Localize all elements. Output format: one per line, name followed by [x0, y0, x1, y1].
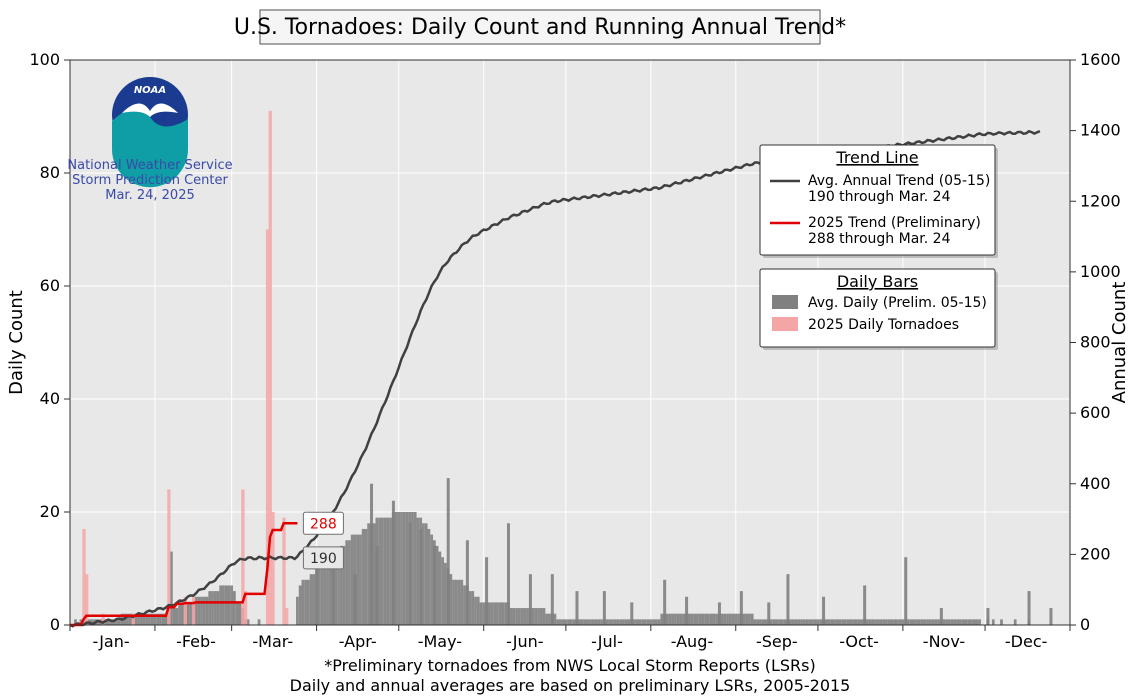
- y-right-tick-label: 600: [1080, 403, 1111, 422]
- y-right-tick-label: 200: [1080, 544, 1111, 563]
- x-tick-label: -Dec-: [1005, 632, 1048, 651]
- y-right-label: Annual Count: [1109, 282, 1130, 404]
- svg-text:NOAA: NOAA: [134, 85, 166, 96]
- x-tick-label: -Jun-: [506, 632, 543, 651]
- y-right-tick-label: 0: [1080, 615, 1090, 634]
- legend-trend-item-sub: 288 through Mar. 24: [808, 231, 951, 247]
- y-right-tick-label: 1400: [1080, 121, 1121, 140]
- logo-caption: Storm Prediction Center: [72, 173, 228, 188]
- legend-bars-title: Daily Bars: [837, 272, 918, 291]
- logo-caption: Mar. 24, 2025: [105, 188, 195, 203]
- chart-container: 288 190 0 20 40 60 80 100 Daily Count 0 200 400 600 8…: [0, 0, 1130, 700]
- y-left-label: Daily Count: [6, 290, 27, 395]
- svg-text:288: 288: [310, 516, 337, 532]
- chart-svg: 288 190 0 20 40 60 80 100 Daily Count 0 200 400 600 8…: [0, 0, 1130, 700]
- legend-trend-title: Trend Line: [835, 148, 918, 167]
- x-tick-label: -Feb-: [176, 632, 216, 651]
- y-right-tick-label: 800: [1080, 333, 1111, 352]
- legend-trend-item: Avg. Annual Trend (05-15): [808, 173, 990, 189]
- x-tick-label: -Apr-: [339, 632, 377, 651]
- logo-caption: National Weather Service: [67, 158, 232, 173]
- legend-trend: Trend Line Avg. Annual Trend (05-15)190 t…: [760, 145, 998, 258]
- legend-bars-item: 2025 Daily Tornadoes: [808, 317, 959, 333]
- chart-title-text: U.S. Tornadoes: Daily Count and Running …: [234, 15, 846, 40]
- legend-trend-item: 2025 Trend (Preliminary): [808, 215, 981, 231]
- trend-callout: 190: [303, 547, 343, 569]
- svg-text:190: 190: [310, 551, 337, 567]
- y-right-tick-label: 1000: [1080, 262, 1121, 281]
- x-tick-label: -Nov-: [923, 632, 965, 651]
- footer-line-2: Daily and annual averages are based on p…: [290, 676, 851, 695]
- y-left-tick-label: 80: [40, 163, 60, 182]
- x-tick-label: -Mar-: [252, 632, 293, 651]
- y-left-tick-label: 100: [29, 50, 60, 69]
- y-left-tick-label: 40: [40, 389, 60, 408]
- chart-title: U.S. Tornadoes: Daily Count and Running …: [234, 10, 846, 44]
- x-tick-label: -Jan-: [93, 632, 130, 651]
- footer-line-1: *Preliminary tornadoes from NWS Local St…: [324, 656, 816, 675]
- y-left-tick-label: 0: [50, 615, 60, 634]
- y-left-tick-label: 20: [40, 502, 60, 521]
- legend-bars-item: Avg. Daily (Prelim. 05-15): [808, 295, 987, 311]
- legend-bars: Daily Bars Avg. Daily (Prelim. 05-15) 2025…: [760, 269, 998, 350]
- x-tick-label: -Sep-: [756, 632, 798, 651]
- x-tick-label: -May-: [418, 632, 462, 651]
- legend-trend-item-sub: 190 through Mar. 24: [808, 189, 951, 205]
- y-right-tick-label: 400: [1080, 474, 1111, 493]
- x-tick-label: -Aug-: [671, 632, 713, 651]
- y-right-tick-label: 1200: [1080, 191, 1121, 210]
- x-tick-label: -Jul-: [591, 632, 623, 651]
- x-axis: -Jan- -Feb- -Mar- -Apr- -May- -Jun- -Jul- -Aug-…: [70, 625, 1070, 651]
- y-left-tick-label: 60: [40, 276, 60, 295]
- y-right-tick-label: 1600: [1080, 50, 1121, 69]
- x-tick-label: -Oct-: [839, 632, 879, 651]
- trend-callout: 288: [303, 512, 343, 534]
- y-left-axis: 0 20 40 60 80 100: [29, 50, 70, 634]
